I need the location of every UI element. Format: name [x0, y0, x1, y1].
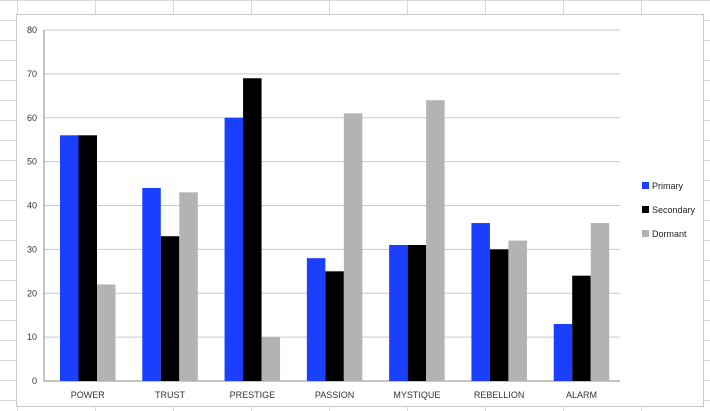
bar-rebellion-dormant [508, 240, 527, 381]
legend-swatch-secondary [642, 206, 649, 213]
x-tick-label: TRUST [155, 390, 185, 400]
bar-trust-primary [142, 187, 161, 381]
bar-power-primary [60, 135, 79, 381]
bar-alarm-secondary [572, 275, 591, 381]
legend-swatch-primary [642, 182, 649, 189]
legend-label-dormant: Dormant [652, 229, 687, 239]
y-tick-label: 50 [27, 157, 37, 167]
bar-mystique-secondary [407, 244, 427, 381]
bar-mystique-dormant [426, 100, 445, 381]
x-tick-label: PRESTIGE [230, 390, 276, 400]
bar-prestige-secondary [243, 78, 262, 381]
bar-prestige-dormant [261, 337, 281, 381]
y-tick-label: 80 [27, 25, 37, 35]
y-tick-label: 30 [27, 244, 37, 254]
legend-label-primary: Primary [652, 181, 683, 191]
y-tick-label: 40 [27, 201, 37, 211]
bar-mystique-primary [389, 244, 408, 381]
legend-swatch-dormant [642, 230, 649, 237]
y-tick-label: 70 [27, 69, 37, 79]
bar-rebellion-secondary [489, 249, 509, 381]
x-tick-label: PASSION [315, 390, 354, 400]
x-tick-label: ALARM [566, 390, 597, 400]
bar-passion-primary [306, 258, 326, 381]
bar-passion-dormant [343, 113, 363, 382]
y-tick-label: 0 [32, 376, 37, 386]
bar-passion-secondary [325, 271, 344, 381]
bar-trust-secondary [160, 236, 180, 381]
y-tick-label: 20 [27, 288, 37, 298]
bar-power-dormant [97, 284, 116, 381]
y-axis-tick-labels: 0 10 20 30 40 50 60 70 80 [27, 25, 37, 386]
bar-prestige-primary [224, 117, 244, 381]
y-tick-label: 60 [27, 113, 37, 123]
bars [60, 78, 610, 382]
bar-rebellion-primary [471, 223, 490, 381]
x-axis-tick-labels: POWER TRUST PRESTIGE PASSION MYSTIQUE REBELLI… [71, 390, 597, 400]
bar-alarm-primary [553, 323, 573, 381]
y-tick-label: 10 [27, 332, 37, 342]
x-tick-label: MYSTIQUE [393, 390, 440, 400]
legend-label-secondary: Secondary [652, 205, 696, 215]
x-tick-label: POWER [71, 390, 106, 400]
bar-alarm-dormant [590, 223, 610, 381]
bar-trust-dormant [179, 192, 198, 381]
x-tick-label: REBELLION [474, 390, 525, 400]
bar-power-secondary [78, 135, 97, 381]
legend: Primary Secondary Dormant [642, 181, 696, 239]
